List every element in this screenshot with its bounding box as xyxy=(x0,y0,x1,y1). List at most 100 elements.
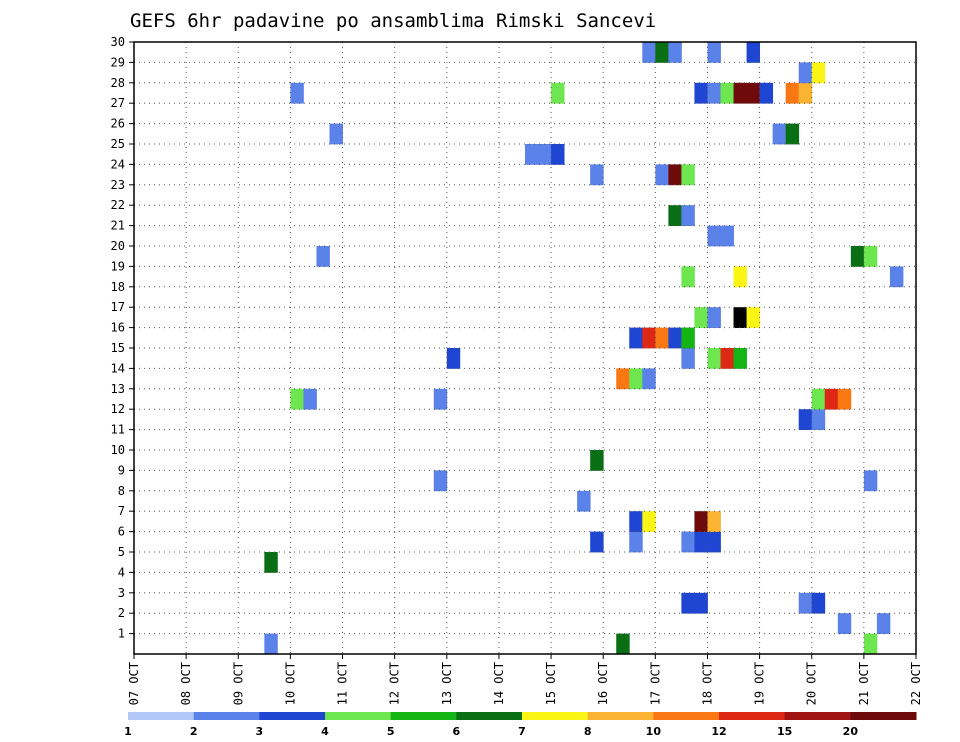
y-tick-label: 23 xyxy=(111,178,125,192)
x-tick-label: 09 OCT xyxy=(231,662,245,705)
x-tick-label: 16 OCT xyxy=(596,662,610,705)
data-cell xyxy=(889,266,904,288)
data-cell xyxy=(785,123,800,145)
y-tick-label: 24 xyxy=(111,157,125,171)
data-cell xyxy=(316,246,330,267)
y-tick-label: 10 xyxy=(111,443,125,457)
data-cell xyxy=(329,123,343,145)
colorbar-swatch xyxy=(850,712,917,720)
y-tick-label: 1 xyxy=(118,627,125,641)
colorbar-label: 6 xyxy=(453,725,461,738)
colorbar-swatch xyxy=(587,712,654,720)
data-cell xyxy=(863,246,878,267)
data-cell xyxy=(720,348,734,369)
data-cell xyxy=(642,511,656,532)
data-cell xyxy=(655,327,669,349)
cell-layer xyxy=(264,42,904,655)
colorbar-swatch xyxy=(193,712,260,720)
y-tick-label: 18 xyxy=(111,280,125,294)
colorbar-label: 3 xyxy=(256,725,264,738)
colorbar-label: 4 xyxy=(321,725,329,738)
data-cell xyxy=(798,82,813,104)
colorbar-label: 2 xyxy=(190,725,198,738)
data-cell xyxy=(746,307,760,328)
colorbar-label: 8 xyxy=(584,725,592,738)
data-cell xyxy=(642,368,656,390)
colorbar-swatch xyxy=(128,712,195,720)
data-cell xyxy=(681,327,695,349)
data-cell xyxy=(538,144,552,165)
colorbar-swatch xyxy=(719,712,786,720)
colorbar-label: 10 xyxy=(646,725,662,738)
y-tick-label: 5 xyxy=(118,545,125,559)
data-cell xyxy=(720,225,734,247)
y-tick-label: 11 xyxy=(111,423,125,437)
y-tick-label: 9 xyxy=(118,463,125,477)
x-tick-label: 10 OCT xyxy=(283,662,297,705)
x-tick-label: 19 OCT xyxy=(753,662,767,705)
y-tick-label: 16 xyxy=(111,321,125,335)
data-cell xyxy=(668,327,682,349)
x-tick-label: 12 OCT xyxy=(388,662,402,705)
data-cell xyxy=(290,388,304,410)
data-cell xyxy=(837,613,852,634)
x-axis: 07 OCT 08 OCT 09 OCT 10 OCT 11 OCT 12 OCT 13 O… xyxy=(127,654,923,705)
y-tick-label: 21 xyxy=(111,219,125,233)
data-cell xyxy=(655,42,669,63)
data-cell xyxy=(876,613,891,634)
x-tick-label: 22 OCT xyxy=(909,662,923,705)
data-cell xyxy=(798,62,813,84)
data-cell xyxy=(798,592,813,614)
data-cell xyxy=(446,348,461,369)
data-cell xyxy=(694,592,708,614)
x-tick-label: 14 OCT xyxy=(492,662,506,705)
x-tick-label: 20 OCT xyxy=(805,662,819,705)
y-tick-label: 26 xyxy=(111,117,125,131)
data-cell xyxy=(655,164,669,186)
data-cell xyxy=(551,82,565,104)
x-tick-label: 21 OCT xyxy=(857,662,871,705)
colorbar-label: 5 xyxy=(387,725,395,738)
data-cell xyxy=(850,246,865,267)
data-cell xyxy=(785,82,800,104)
data-cell xyxy=(642,42,656,63)
x-tick-label: 15 OCT xyxy=(544,662,558,705)
y-tick-label: 15 xyxy=(111,341,125,355)
data-cell xyxy=(707,511,721,532)
data-cell xyxy=(616,633,630,655)
data-cell xyxy=(694,531,708,553)
y-tick-label: 27 xyxy=(111,96,125,110)
data-cell xyxy=(824,388,839,410)
colorbar-swatch xyxy=(390,712,457,720)
data-cell xyxy=(707,42,721,63)
data-cell xyxy=(668,205,682,226)
colorbar-swatch xyxy=(522,712,589,720)
data-cell xyxy=(694,307,708,328)
data-cell xyxy=(264,633,278,655)
y-tick-label: 22 xyxy=(111,198,125,212)
data-cell xyxy=(303,388,317,410)
data-cell xyxy=(668,164,682,186)
data-cell xyxy=(577,490,591,512)
y-axis: 1234567891011121314151617181920212223242… xyxy=(111,35,134,641)
data-cell xyxy=(590,450,604,471)
data-cell xyxy=(681,164,695,186)
data-cell xyxy=(590,164,604,186)
data-cell xyxy=(707,307,721,328)
y-tick-label: 7 xyxy=(118,504,125,518)
data-cell xyxy=(811,388,826,410)
data-cell xyxy=(811,592,826,614)
x-tick-label: 17 OCT xyxy=(648,662,662,705)
data-cell xyxy=(863,633,878,655)
data-cell xyxy=(733,348,747,369)
data-cell xyxy=(798,409,813,430)
x-tick-label: 18 OCT xyxy=(700,662,714,705)
y-tick-label: 29 xyxy=(111,55,125,69)
colorbar-label: 12 xyxy=(711,725,726,738)
data-cell xyxy=(733,266,747,288)
y-tick-label: 19 xyxy=(111,259,125,273)
y-tick-label: 3 xyxy=(118,586,125,600)
data-cell xyxy=(681,531,695,553)
x-tick-label: 11 OCT xyxy=(336,662,350,705)
